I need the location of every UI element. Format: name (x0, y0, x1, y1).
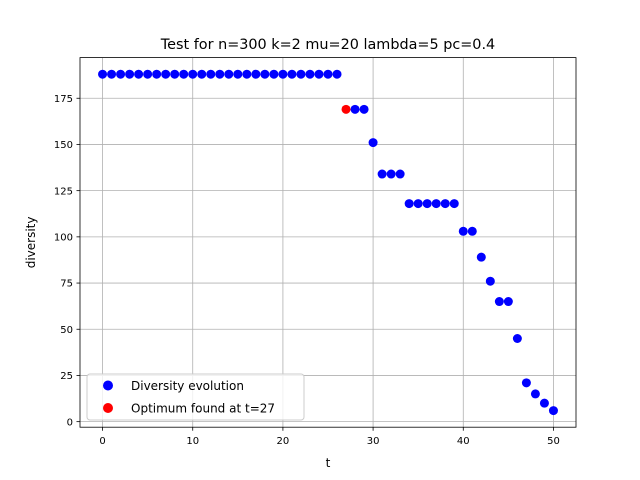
y-tick-label: 100 (54, 232, 73, 243)
diversity-point (152, 69, 162, 79)
diversity-point (386, 169, 396, 179)
diversity-point (512, 333, 522, 343)
diversity-point (98, 69, 108, 79)
y-tick-label: 125 (54, 186, 73, 197)
diversity-point (260, 69, 270, 79)
chart-title: Test for n=300 k=2 mu=20 lambda=5 pc=0.4 (160, 37, 495, 53)
diversity-point (530, 389, 540, 399)
diversity-point (440, 199, 450, 209)
y-tick-label: 150 (54, 140, 73, 151)
y-axis-label: diversity (24, 217, 38, 269)
diversity-point (296, 69, 306, 79)
legend-marker-optimum-found (103, 403, 113, 413)
diversity-point (179, 69, 189, 79)
diversity-point (116, 69, 126, 79)
diversity-point (431, 199, 441, 209)
x-tick-label: 10 (186, 436, 199, 447)
optimum-point (341, 104, 351, 114)
y-tick-label: 175 (54, 94, 73, 105)
diversity-point (197, 69, 207, 79)
diversity-point (323, 69, 333, 79)
x-axis-ticks: 0 10 20 30 40 50 (99, 427, 560, 447)
diversity-point (449, 199, 459, 209)
x-tick-label: 20 (277, 436, 290, 447)
diversity-point (422, 199, 432, 209)
diversity-point (215, 69, 225, 79)
legend: Diversity evolution Optimum found at t=2… (86, 373, 305, 421)
diversity-point (107, 69, 117, 79)
diversity-point (467, 226, 477, 236)
diversity-point (161, 69, 171, 79)
diversity-point (251, 69, 261, 79)
diversity-point (305, 69, 315, 79)
diversity-point (233, 69, 243, 79)
diversity-point (494, 297, 504, 307)
diversity-point (350, 104, 360, 114)
diversity-point (413, 199, 423, 209)
diversity-point (278, 69, 288, 79)
x-axis-label: t (326, 456, 331, 470)
diversity-point (485, 276, 495, 286)
axes-frame (79, 57, 577, 428)
y-tick-label: 0 (67, 417, 73, 428)
diversity-point (332, 69, 342, 79)
diversity-point (368, 138, 378, 148)
x-tick-label: 50 (547, 436, 560, 447)
diversity-point (143, 69, 153, 79)
diversity-point (521, 378, 531, 388)
legend-box (86, 373, 305, 421)
y-tick-label: 75 (60, 279, 73, 290)
diversity-point (188, 69, 198, 79)
diversity-point (287, 69, 297, 79)
data-points (98, 69, 558, 416)
diversity-point (395, 169, 405, 179)
x-tick-label: 0 (99, 436, 105, 447)
diversity-point (170, 69, 180, 79)
y-tick-label: 50 (60, 325, 73, 336)
diversity-point (125, 69, 135, 79)
x-tick-label: 30 (367, 436, 380, 447)
diversity-point (359, 104, 369, 114)
diversity-point (404, 199, 414, 209)
diversity-point (269, 69, 279, 79)
diversity-point (377, 169, 387, 179)
diversity-point (458, 226, 468, 236)
diversity-point (476, 252, 486, 262)
diversity-point (503, 297, 513, 307)
diversity-point (314, 69, 324, 79)
diversity-point (548, 406, 558, 416)
legend-label-diversity-evolution: Diversity evolution (131, 379, 244, 393)
diversity-point (242, 69, 252, 79)
legend-label-optimum-found: Optimum found at t=27 (131, 402, 275, 416)
diversity-point (206, 69, 216, 79)
y-tick-label: 25 (60, 371, 73, 382)
y-axis-ticks: 0 25 50 75 100 125 150 175 (54, 94, 80, 428)
diversity-point (224, 69, 234, 79)
x-tick-label: 40 (457, 436, 470, 447)
legend-marker-diversity-evolution (103, 380, 113, 391)
diversity-point (539, 398, 549, 408)
diversity-point (134, 69, 144, 79)
